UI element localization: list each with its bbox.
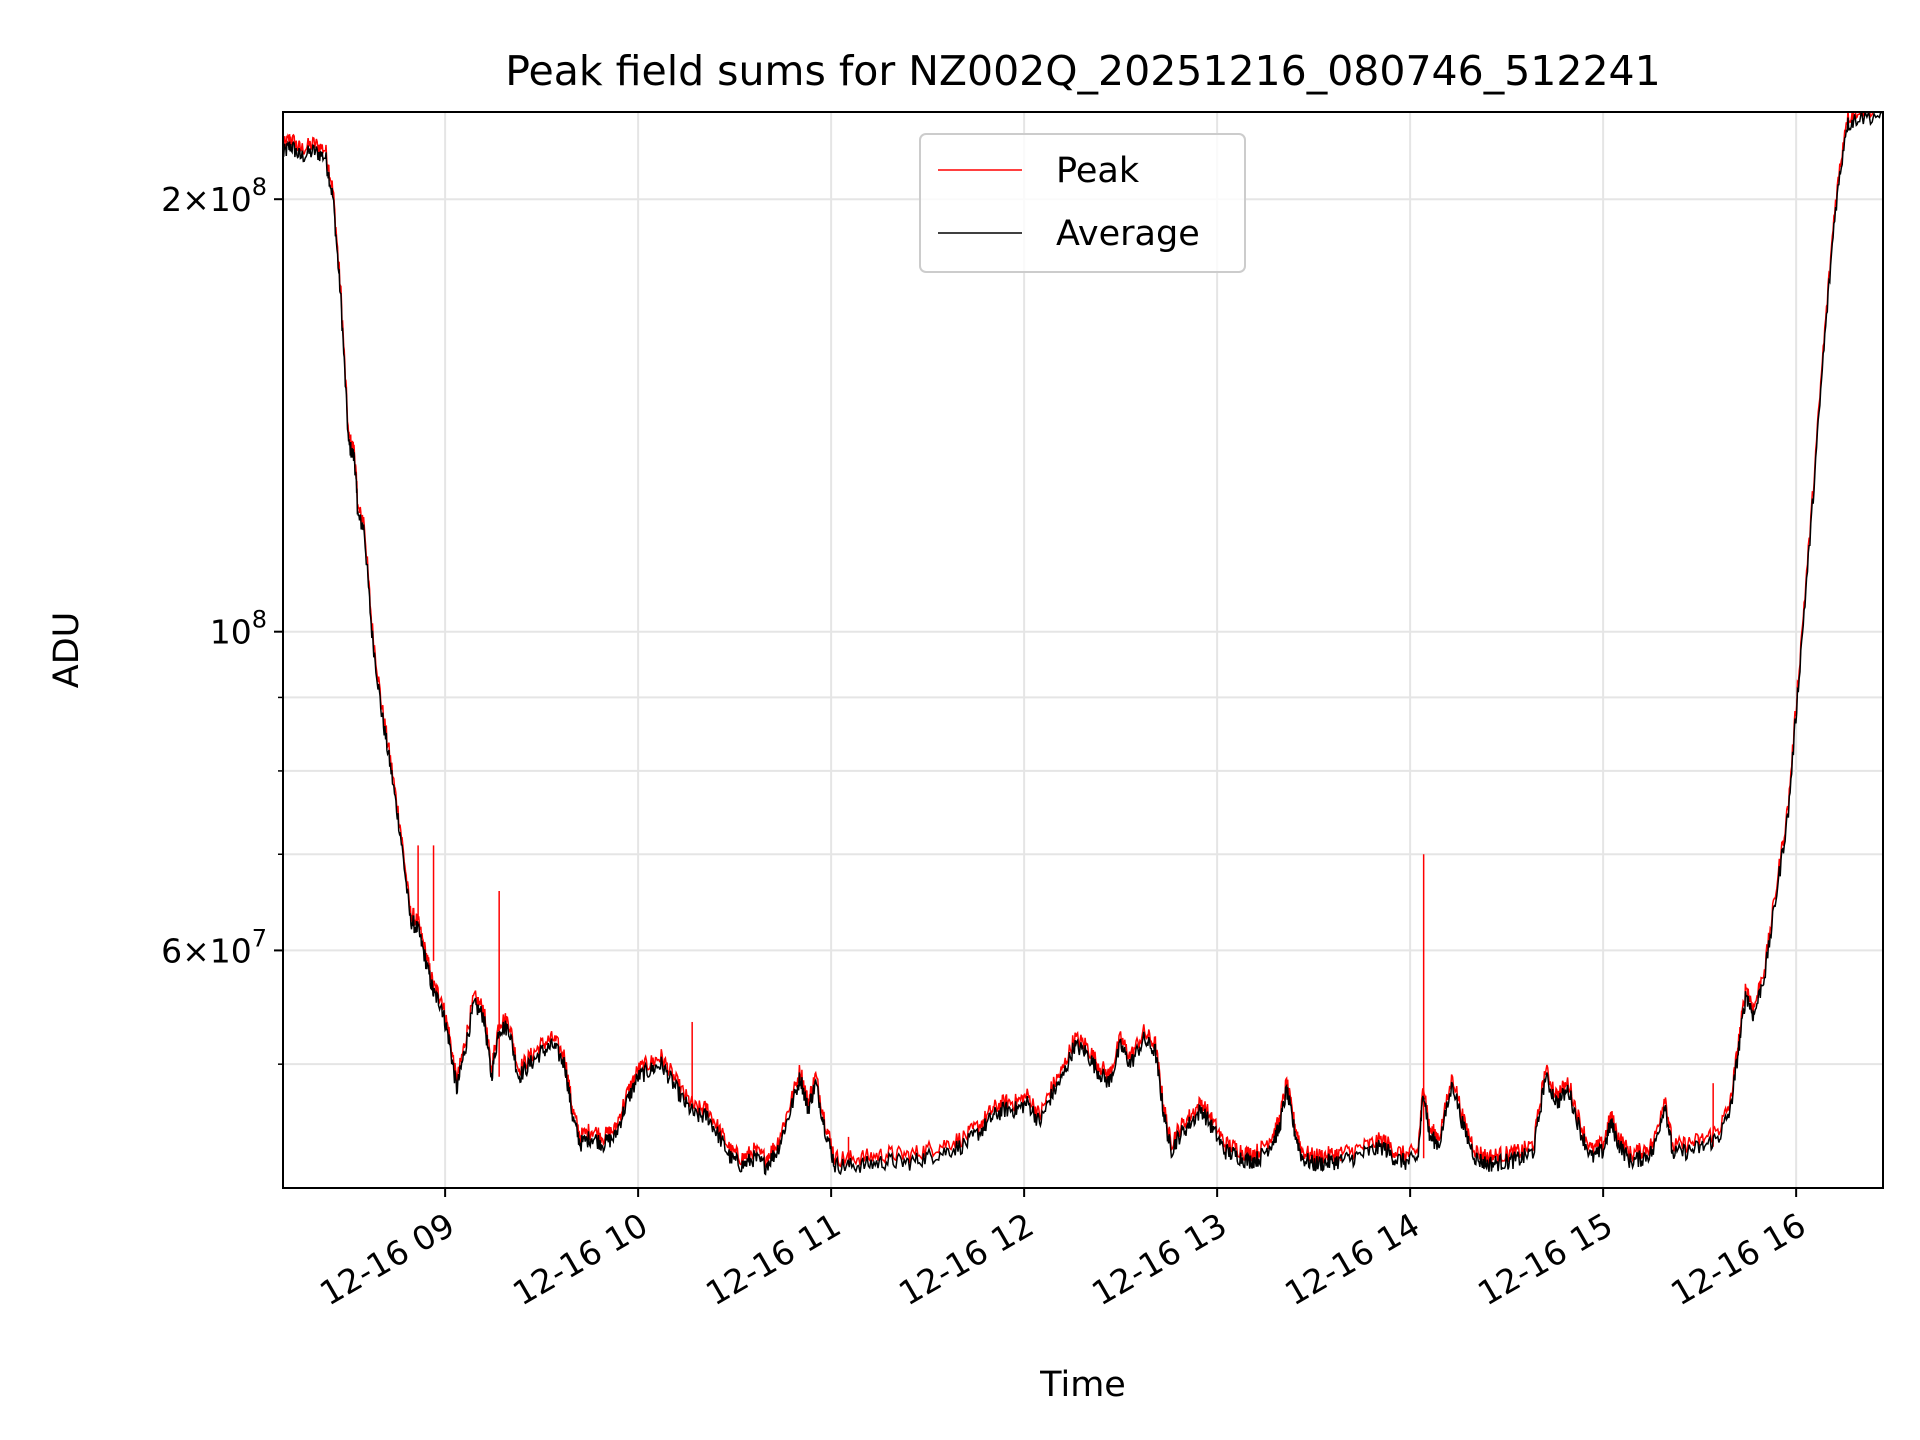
x-axis-label: Time xyxy=(1039,1365,1126,1405)
plot-frame xyxy=(282,111,1884,1189)
average-series-line xyxy=(283,112,1883,1176)
chart-title: Peak field sums for NZ002Q_20251216_0807… xyxy=(505,47,1660,95)
y-axis-label: ADU xyxy=(47,612,87,689)
legend-label-average: Average xyxy=(1056,214,1200,254)
legend-label-peak: Peak xyxy=(1056,151,1140,191)
y-tick-label: 108 xyxy=(210,606,267,652)
legend: Peak Average xyxy=(919,133,1246,273)
y-tick-label: 6×107 xyxy=(161,924,267,970)
series-layer xyxy=(283,112,1883,1176)
y-tick-label: 2×108 xyxy=(161,173,267,219)
legend-box xyxy=(919,133,1246,273)
